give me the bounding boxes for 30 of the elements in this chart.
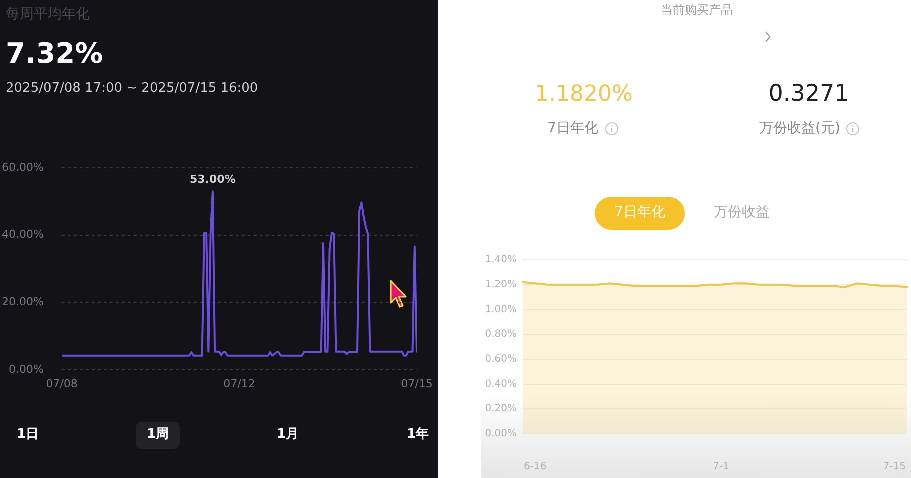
y-tick-label: 0.60% — [485, 354, 517, 366]
y-tick-label: 1.20% — [485, 279, 517, 290]
text: 1月 — [276, 427, 300, 443]
text: 7.32% — [6, 37, 104, 71]
y-tick-label: 1.00% — [485, 304, 517, 316]
text: 7日年化 — [614, 204, 666, 222]
y-tick-label: 0.40% — [485, 378, 517, 390]
y-tick-label: 20.00% — [2, 296, 44, 309]
chart-subtitle: 2025/07/08 17:00 ~ 2025/07/15 16:00 — [6, 81, 258, 97]
text: 万份收益(元) — [760, 120, 840, 138]
y-tick-label: 60.00% — [2, 160, 44, 174]
text: 1日 — [16, 427, 40, 443]
text: 1年 — [406, 427, 430, 443]
y-tick-label: 0.80% — [485, 329, 517, 340]
annotation: 53.00% — [190, 172, 236, 186]
y-tick-label: 0.00% — [485, 428, 517, 440]
y-tick-label: 0.20% — [485, 404, 517, 415]
x-tick-label: 07/08 — [46, 377, 78, 390]
text: 0.3271 — [768, 81, 850, 109]
y-tick-label: 40.00% — [2, 228, 44, 242]
chart-title: 每周平均年化 — [6, 6, 90, 24]
y-tick-label: 0.00% — [9, 362, 44, 376]
chart-title: 当前购买产品 — [661, 2, 733, 18]
x-tick-label: 07/12 — [224, 377, 256, 390]
y-tick-label: 1.40% — [485, 254, 517, 266]
text: 1.1820% — [535, 82, 633, 108]
text: 1周 — [146, 427, 170, 443]
text: 7日年化 — [548, 120, 598, 138]
x-tick-label: 07/15 — [401, 377, 433, 390]
text: 万份收益 — [714, 204, 770, 222]
